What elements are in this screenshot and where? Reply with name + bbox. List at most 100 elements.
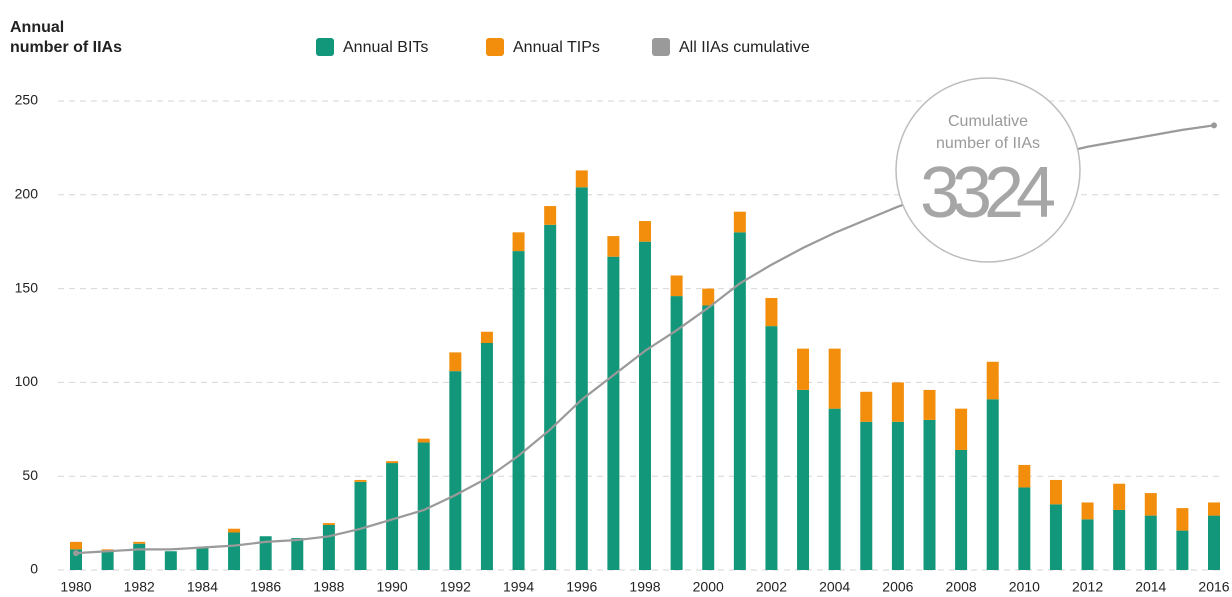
bar [733,211,746,233]
bar [860,391,873,422]
y-tick-label: 150 [15,279,39,295]
y-tick-label: 50 [22,467,38,483]
bar [955,408,968,450]
x-tick-label: 2000 [693,579,724,595]
bar [607,236,620,257]
bar [986,361,999,400]
x-tick-label: 2008 [946,579,977,595]
bar [512,251,525,570]
bar [417,442,430,570]
x-tick-label: 1980 [60,579,91,595]
bar [386,461,399,464]
bar [228,532,241,570]
bar [923,419,936,570]
annotation-label: number of IIAs [936,135,1040,152]
bar [1113,483,1126,510]
bar [164,551,177,570]
bar [733,232,746,570]
bar [1081,519,1094,570]
bar [765,326,778,570]
y-axis-label: Annual [10,19,64,36]
x-tick-label: 1986 [250,579,281,595]
bar [322,524,335,570]
line-end-dot [1211,122,1217,129]
annotation-circle [895,77,1081,263]
y-tick-label: 250 [15,92,39,108]
bar [480,331,493,344]
x-tick-label: 2016 [1198,579,1229,595]
y-tick-label: 100 [15,373,39,389]
bar [639,221,651,242]
bar [1208,515,1220,570]
y-tick-label: 200 [15,186,39,202]
x-tick-label: 2010 [1009,579,1040,595]
bar [101,551,114,570]
x-tick-label: 1996 [566,579,597,595]
bar [70,541,82,550]
bar [702,305,715,570]
x-tick-label: 1992 [440,579,471,595]
bar [702,288,715,306]
x-tick-label: 1990 [377,579,408,595]
bar [133,541,146,544]
bar [449,371,462,570]
bar [480,343,493,570]
line-start-dot [73,550,79,557]
bar [1113,509,1126,570]
bar [575,170,588,188]
bar [259,536,272,570]
x-tick-label: 1994 [503,579,534,595]
bar [1081,502,1094,520]
bar [639,241,651,570]
bar [322,523,335,525]
bar [797,348,810,390]
bar [417,438,430,443]
bar [354,479,367,482]
x-tick-label: 1988 [313,579,344,595]
bar [354,481,367,570]
bar [1018,487,1031,570]
bar [1049,479,1062,505]
bar [828,348,841,409]
x-tick-label: 1984 [187,579,218,595]
bar [133,543,146,570]
y-tick-label: 0 [30,561,38,577]
bar [291,538,304,570]
legend-label: All IIAs cumulative [679,39,810,56]
bar [860,421,873,570]
annotation-value: 3324 [920,153,1056,233]
bar [670,296,683,570]
bar [1144,493,1157,516]
x-tick-label: 2004 [819,579,850,595]
legend-label: Annual BITs [343,39,428,56]
bar [607,256,620,570]
bar [765,297,778,327]
bar [923,389,936,420]
bar [828,408,841,570]
bar [1208,502,1220,516]
bar [670,275,683,297]
x-tick-label: 2006 [882,579,913,595]
bar [1144,515,1157,570]
bar [891,421,904,570]
bar [575,187,588,570]
x-tick-label: 2012 [1072,579,1103,595]
bar [797,389,810,570]
legend-swatch [486,38,504,56]
bar [1176,530,1189,570]
bar [891,382,904,422]
bar [196,547,209,570]
legend-swatch [652,38,670,56]
legend-swatch [316,38,334,56]
x-tick-label: 1982 [124,579,155,595]
bar [544,224,557,571]
bar [955,449,968,570]
bar [449,352,462,372]
x-tick-label: 1998 [629,579,660,595]
bar [1049,504,1062,570]
bar [544,206,557,225]
annotation-label: Cumulative [948,113,1028,130]
bar [228,528,241,533]
